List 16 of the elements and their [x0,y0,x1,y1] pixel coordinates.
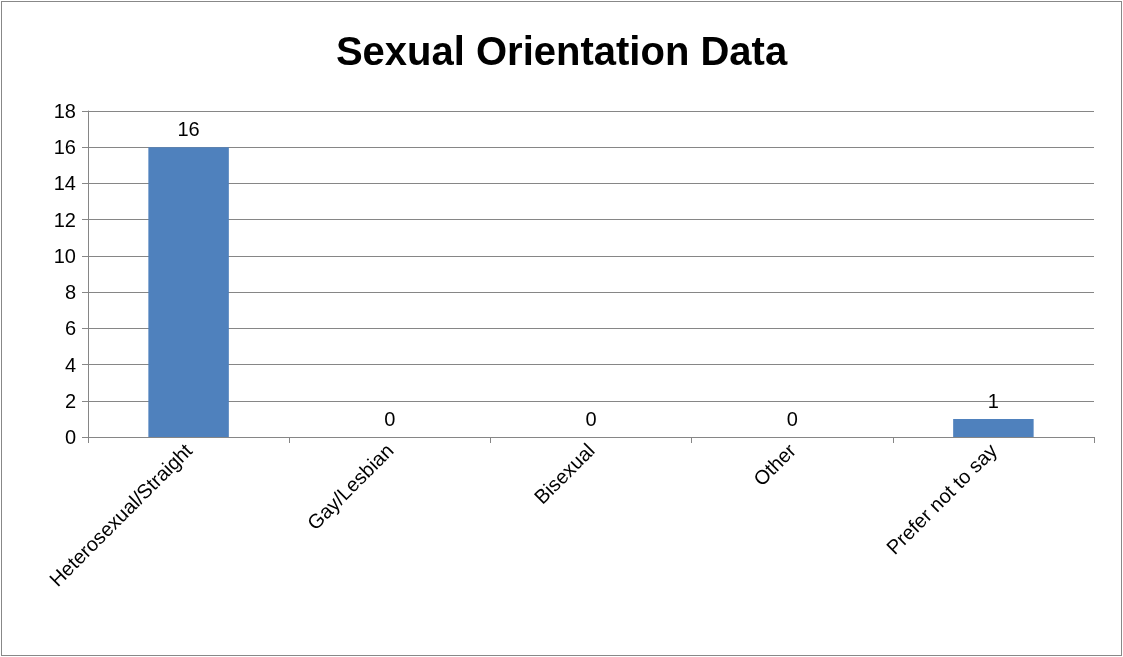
data-label: 1 [987,389,999,412]
y-tick-label: 2 [64,389,76,412]
y-tick-label: 4 [64,353,76,376]
y-tick-label: 8 [64,281,76,304]
data-label: 0 [384,408,396,430]
y-tick-label: 14 [53,172,76,195]
y-tick-label: 16 [53,136,76,159]
y-tick-label: 0 [64,426,76,448]
y-tick-label: 12 [53,208,76,231]
y-tick-label: 18 [53,100,76,122]
y-tick-label: 10 [53,244,76,267]
y-tick-label: 6 [64,317,76,340]
data-label: 0 [786,408,798,430]
chart-title: Sexual Orientation Data [335,29,788,73]
data-label: 16 [177,118,200,141]
data-label: 0 [585,408,597,430]
